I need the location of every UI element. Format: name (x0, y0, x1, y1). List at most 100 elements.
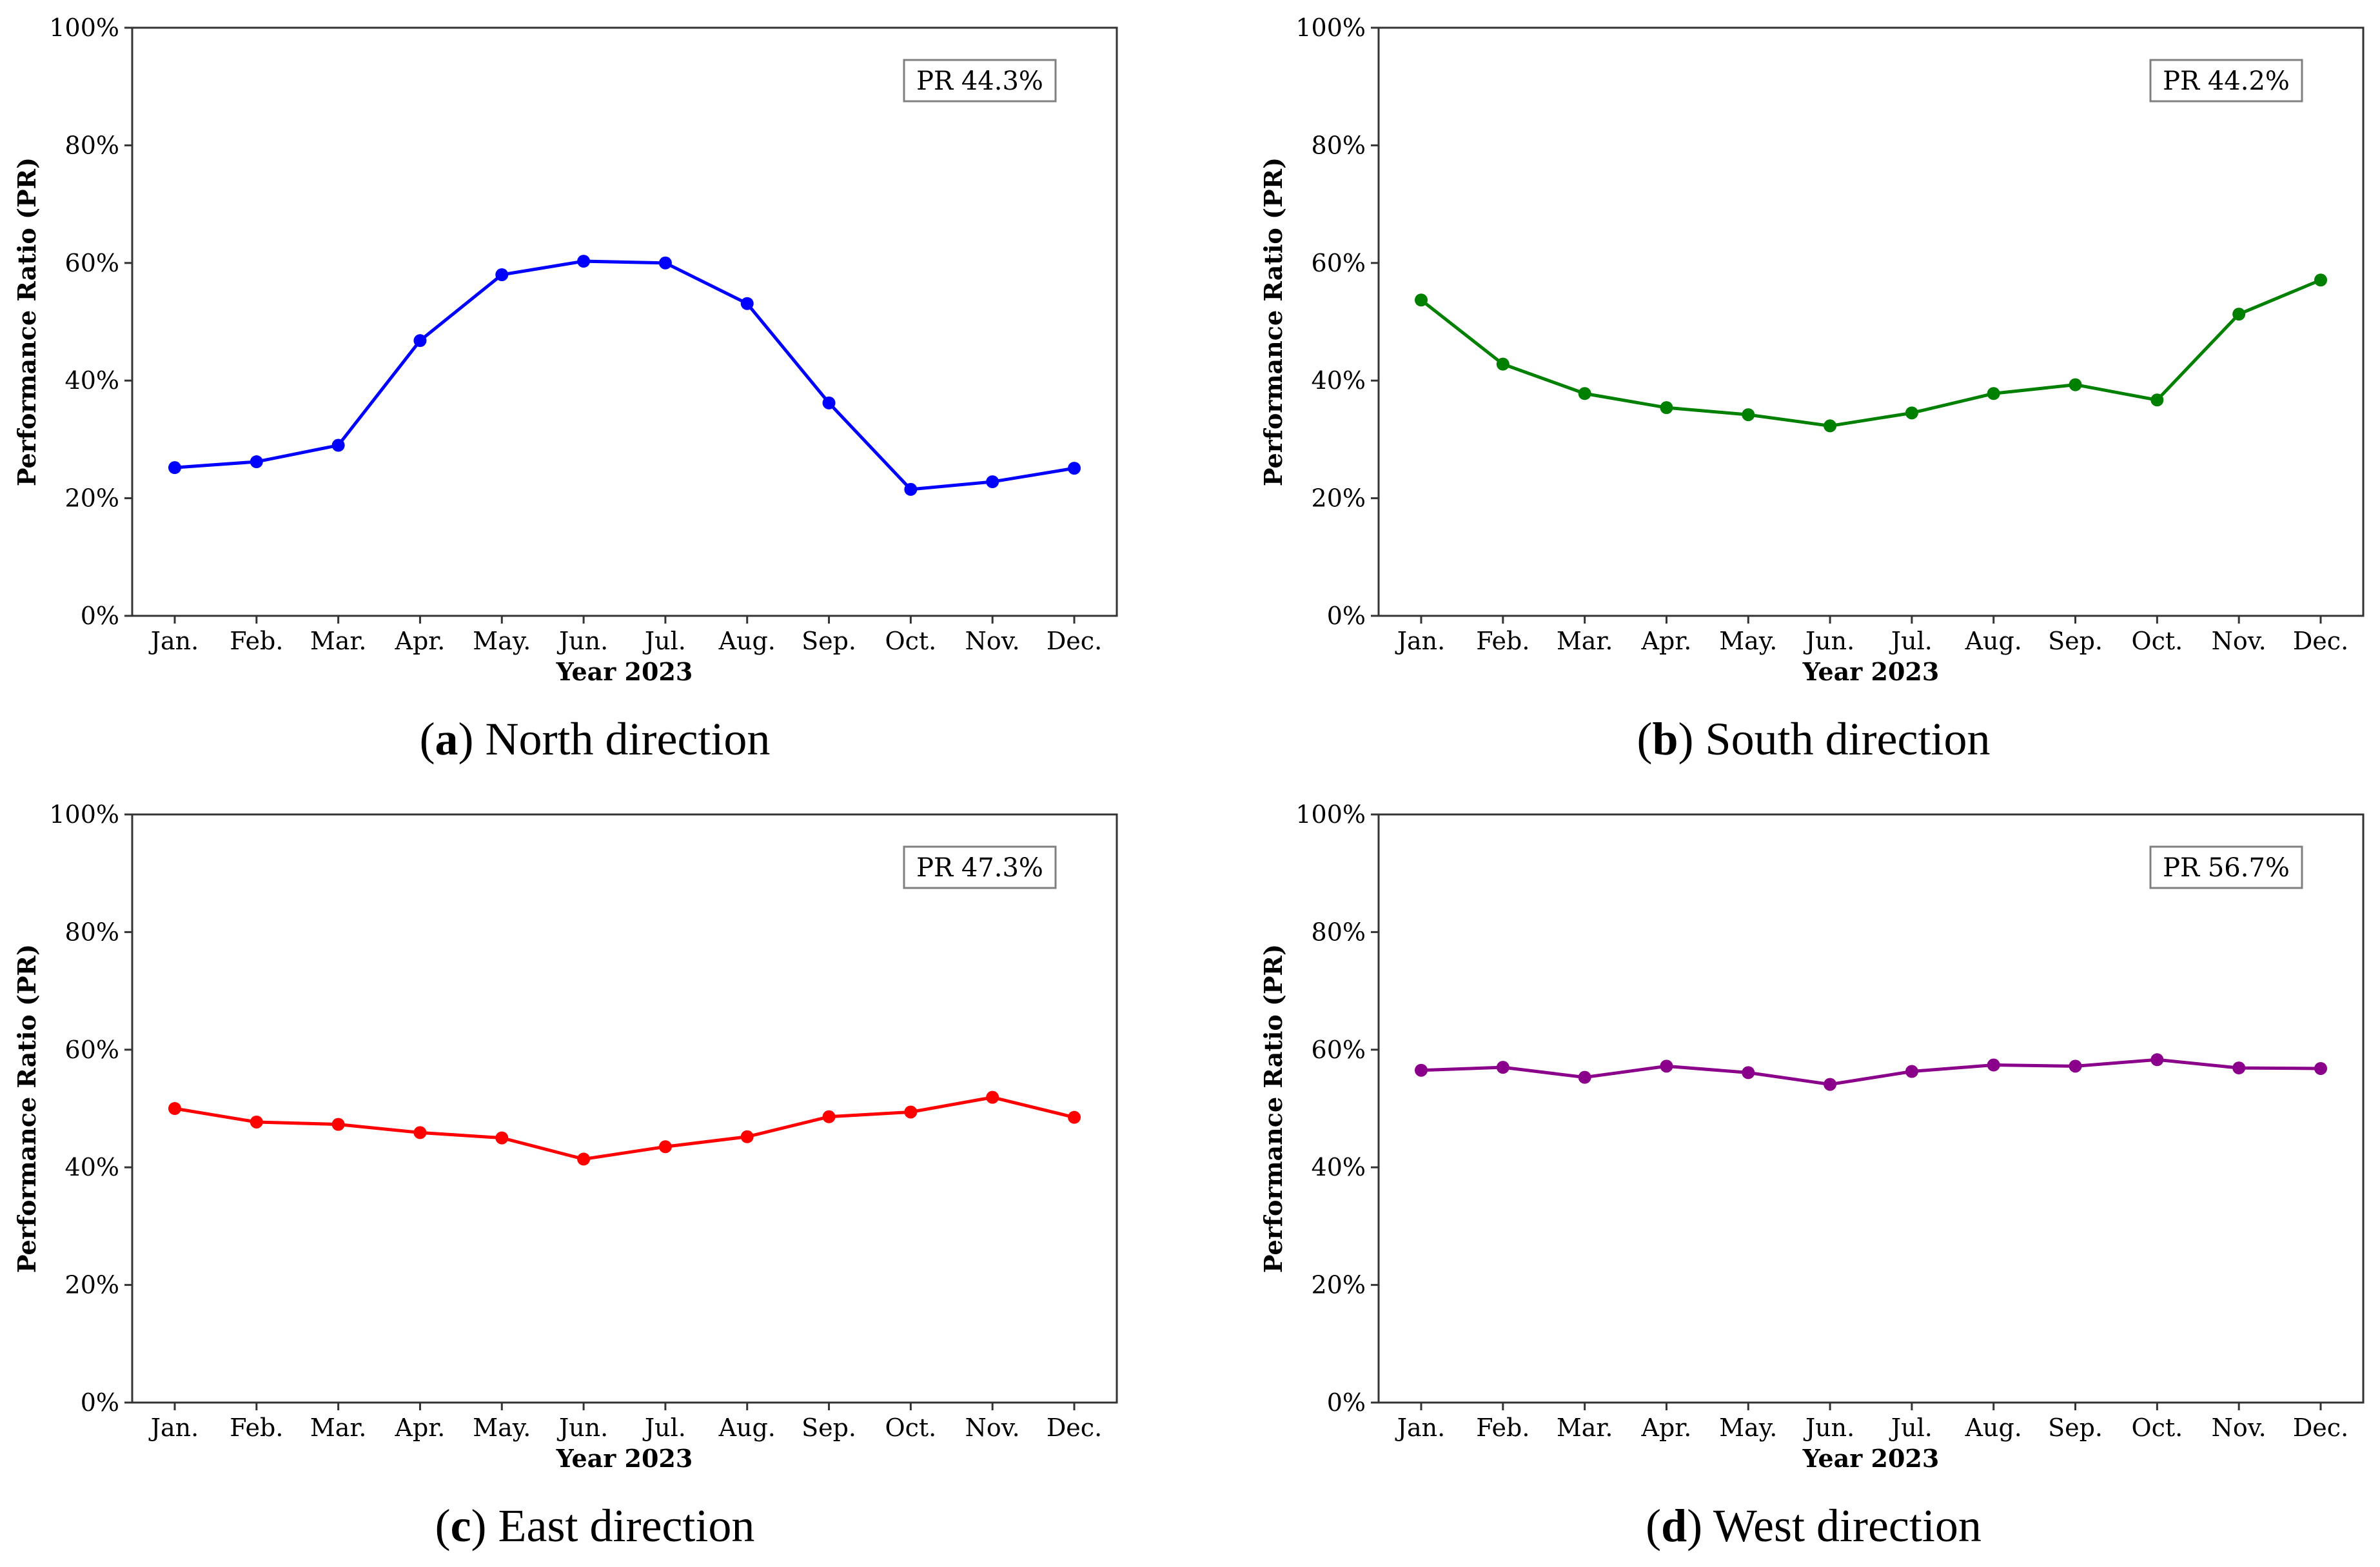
chart-panel-west: 0% 20% 40% 60% 80% 100% Jan. Feb. Mar. Apr. May. Ju… (1259, 800, 2365, 1473)
data-point (2314, 1061, 2327, 1075)
data-point (904, 482, 918, 496)
y-axis-label: Performance Ratio (PR) (12, 157, 41, 486)
x-tick-label: Oct. (2131, 1414, 2183, 1442)
y-tick-label: 100% (1295, 14, 1366, 42)
x-tick-label: Apr. (395, 1414, 446, 1442)
data-point (495, 1131, 509, 1145)
y-axis-label: Performance Ratio (PR) (1259, 944, 1288, 1273)
series-line (1420, 278, 2321, 428)
x-tick-label: Nov. (2212, 627, 2267, 655)
y-tick-label: 80% (65, 131, 119, 159)
data-point (413, 334, 427, 348)
plot-frame (1377, 813, 2365, 1404)
data-point (1742, 408, 1755, 422)
data-point (1660, 401, 1673, 415)
data-point (168, 1102, 181, 1115)
data-point (2150, 1053, 2164, 1067)
y-tick-label: 60% (1312, 1036, 1366, 1064)
x-tick-label: Dec. (2293, 627, 2348, 655)
data-point (413, 1126, 427, 1139)
x-tick-label: Feb. (230, 1414, 283, 1442)
y-tick-label: 80% (1312, 918, 1366, 946)
x-tick-label: Dec. (1047, 627, 1102, 655)
x-tick-label: Jul. (642, 627, 686, 655)
x-tick-label: Feb. (1476, 627, 1529, 655)
plot-frame (1377, 26, 2365, 617)
caption-west: (d) West direction (1646, 1500, 1982, 1552)
y-tick-label: 20% (65, 1271, 119, 1299)
y-tick-label: 0% (1327, 1388, 1366, 1417)
caption-letter: d (1661, 1500, 1687, 1552)
pr-annotation-box (903, 845, 1057, 889)
y-tick-label: 60% (65, 1036, 119, 1064)
y-tick-label: 40% (65, 366, 119, 395)
data-point (1068, 462, 1081, 475)
caption-north: (a) North direction (419, 713, 771, 765)
x-tick-label: May. (1719, 1414, 1777, 1442)
y-tick-label: 20% (1312, 484, 1366, 513)
x-tick-label: Nov. (2212, 1414, 2267, 1442)
pr-annotation-label: PR 56.7% (2163, 853, 2290, 883)
data-point (1578, 1070, 1591, 1084)
data-point (658, 1140, 672, 1154)
y-tick-label: 0% (81, 602, 119, 630)
chart-panel-east: 0% 20% 40% 60% 80% 100% Jan. Feb. Mar. Apr. May. Ju… (12, 800, 1118, 1473)
caption-letter: b (1652, 713, 1678, 765)
chart-panel-south: 0% 20% 40% 60% 80% 100% Jan. Feb. Mar. Apr. May. Ju… (1259, 14, 2365, 686)
x-tick-label: Dec. (1047, 1414, 1102, 1442)
series-line (174, 259, 1075, 491)
y-tick-label: 0% (1327, 602, 1366, 630)
data-point (1496, 357, 1510, 371)
data-point (1824, 419, 1837, 433)
x-tick-label: Feb. (230, 627, 283, 655)
x-tick-label: Nov. (965, 1414, 1020, 1442)
data-point (331, 1118, 345, 1131)
x-tick-label: Jul. (1889, 1414, 1933, 1442)
x-tick-label: Oct. (2131, 627, 2183, 655)
data-point (577, 1152, 591, 1166)
x-tick-label: May. (473, 627, 531, 655)
x-tick-label: Mar. (1557, 627, 1613, 655)
x-tick-label: Jan. (148, 627, 199, 655)
data-point (822, 1110, 836, 1123)
x-tick-label: Jun. (556, 1414, 608, 1442)
y-tick-label: 100% (49, 14, 119, 42)
x-tick-label: Jan. (1395, 627, 1445, 655)
x-tick-label: Mar. (310, 627, 367, 655)
data-point (1578, 387, 1591, 400)
data-point (1824, 1078, 1837, 1091)
y-axis-label: Performance Ratio (PR) (12, 944, 41, 1273)
x-tick-label: Jan. (148, 1414, 199, 1442)
series-line (1421, 1058, 2321, 1087)
data-point (250, 1115, 263, 1128)
y-tick-label: 0% (81, 1388, 119, 1417)
x-axis-label: Year 2023 (556, 657, 693, 686)
x-tick-label: Jul. (642, 1414, 686, 1442)
data-point (822, 396, 836, 409)
x-tick-label: Oct. (885, 627, 936, 655)
data-point (2069, 1059, 2082, 1073)
data-point (1905, 406, 1918, 420)
x-tick-label: Aug. (1965, 627, 2022, 655)
data-point (658, 256, 672, 270)
x-tick-label: Nov. (965, 627, 1020, 655)
plot-frame (131, 26, 1118, 617)
data-point (1496, 1061, 1510, 1074)
caption-text: North direction (485, 713, 771, 765)
data-point (2314, 273, 2327, 287)
caption-letter: c (450, 1500, 471, 1552)
data-point (2232, 1061, 2246, 1075)
caption-text: South direction (1705, 713, 1991, 765)
data-point (577, 255, 591, 268)
y-tick-label: 40% (65, 1153, 119, 1181)
data-point (1415, 1063, 1428, 1077)
caption-text: East direction (498, 1500, 755, 1552)
y-tick-label: 20% (65, 484, 119, 513)
caption-south: (b) South direction (1637, 713, 1991, 765)
series-line (174, 1096, 1075, 1161)
data-point (1660, 1059, 1673, 1073)
data-point (495, 268, 509, 282)
x-tick-label: Oct. (885, 1414, 936, 1442)
data-point (1742, 1066, 1755, 1079)
